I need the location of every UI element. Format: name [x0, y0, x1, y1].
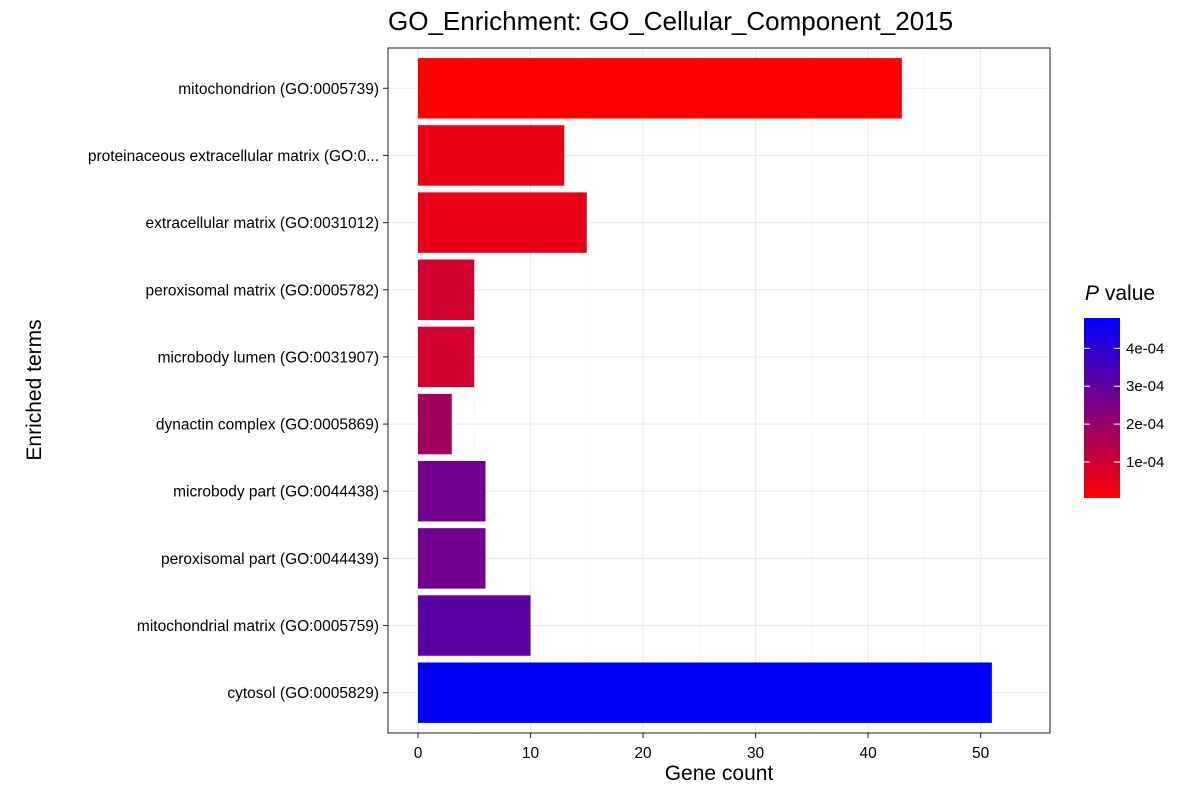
bar — [418, 461, 486, 522]
y-tick-label: dynactin complex (GO:0005869) — [156, 417, 379, 434]
y-tick-label: mitochondrion (GO:0005739) — [178, 81, 379, 98]
y-tick-label: microbody lumen (GO:0031907) — [158, 349, 379, 366]
x-tick-label: 30 — [747, 745, 765, 762]
y-tick-label: peroxisomal part (GO:0044439) — [161, 551, 379, 568]
bar — [418, 326, 475, 388]
legend-title-italic: P — [1085, 282, 1100, 305]
x-axis-title: Gene count — [664, 762, 774, 785]
y-tick-label: cytosol (GO:0005829) — [227, 685, 379, 702]
bar — [418, 125, 565, 186]
x-tick-label: 50 — [972, 745, 990, 762]
bar — [418, 528, 486, 589]
y-tick-label: peroxisomal matrix (GO:0005782) — [146, 282, 379, 299]
legend-title-rest: value — [1099, 282, 1156, 305]
chart-title: GO_Enrichment: GO_Cellular_Component_201… — [388, 6, 954, 36]
legend-tick-label: 4e-04 — [1126, 340, 1164, 357]
y-tick-label: proteinaceous extracellular matrix (GO:0… — [88, 148, 379, 165]
plot-border — [387, 47, 1051, 734]
bar — [418, 393, 452, 455]
legend-tick-label: 2e-04 — [1126, 416, 1164, 433]
x-tick-label: 20 — [634, 745, 652, 762]
bar — [418, 662, 992, 723]
x-tick-label: 0 — [414, 745, 423, 762]
y-tick-label: mitochondrial matrix (GO:0005759) — [137, 618, 379, 635]
y-tick-label: extracellular matrix (GO:0031012) — [146, 215, 379, 232]
bar — [418, 192, 587, 253]
legend-tick-label: 3e-04 — [1126, 378, 1164, 395]
bar — [418, 595, 531, 656]
y-tick-label: microbody part (GO:0044438) — [173, 484, 379, 501]
x-tick-label: 10 — [522, 745, 540, 762]
x-tick-label: 40 — [859, 745, 877, 762]
legend-title: P value — [1085, 282, 1155, 306]
legend-colorbar — [1084, 318, 1120, 498]
bar — [418, 58, 902, 119]
bar — [418, 259, 475, 320]
legend-tick-label: 1e-04 — [1126, 454, 1164, 471]
